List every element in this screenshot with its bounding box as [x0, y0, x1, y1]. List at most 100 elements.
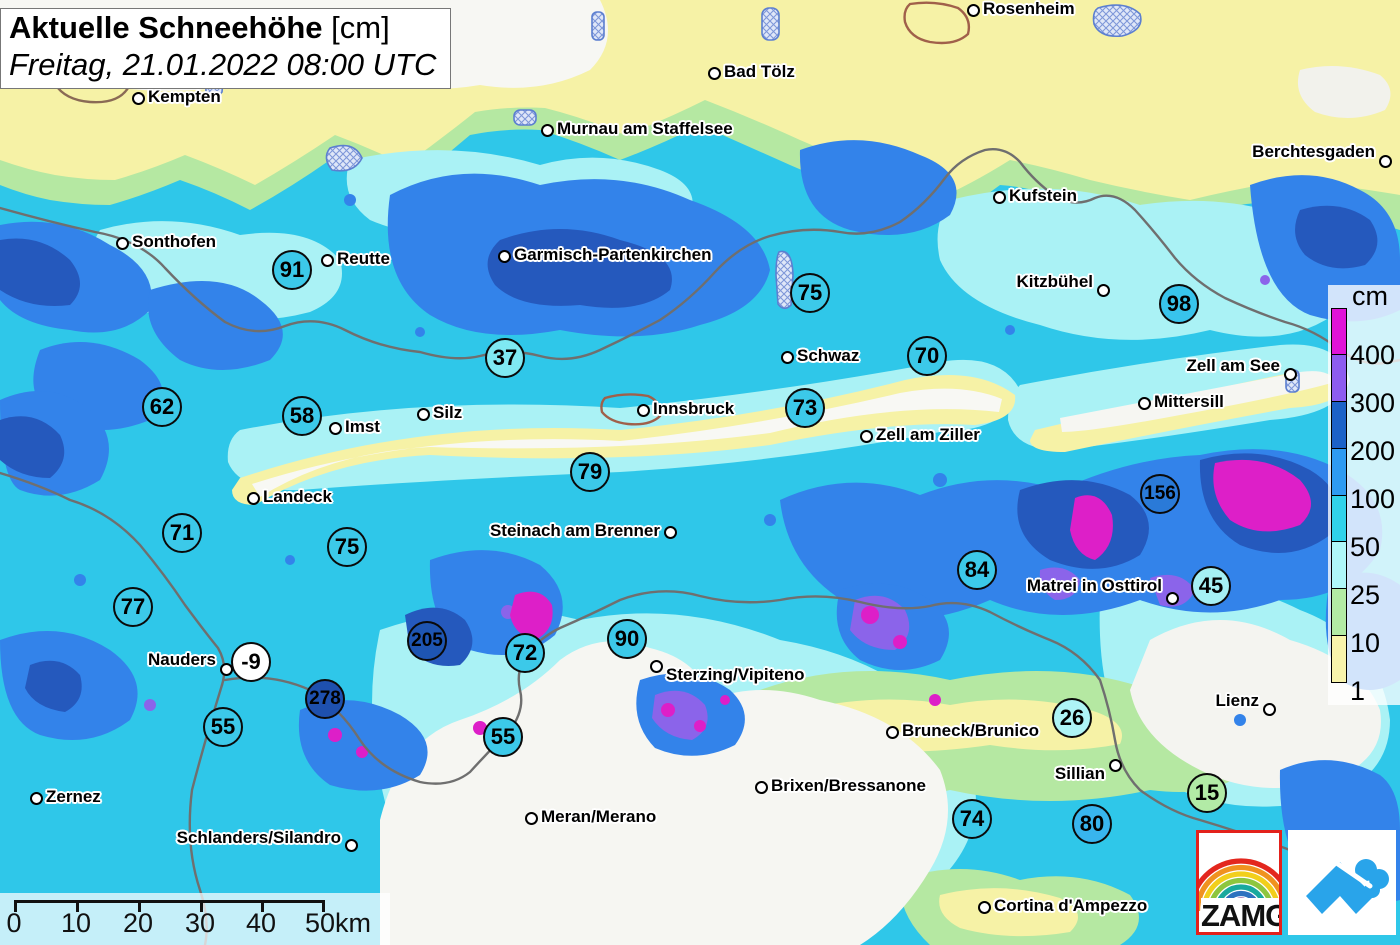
legend-label: 300: [1350, 388, 1396, 418]
city-label: Innsbruck: [653, 399, 735, 418]
legend-label: 10: [1350, 628, 1381, 658]
city-marker: [115, 236, 129, 250]
scale-bar-label: 0: [6, 908, 22, 938]
city-label: Berchtesgaden: [1252, 142, 1375, 161]
station-reading: 91: [272, 250, 312, 290]
legend-swatch: [1331, 634, 1347, 683]
station-reading: 98: [1159, 284, 1199, 324]
scale-bar-label: 20: [122, 908, 154, 938]
city-marker: [416, 407, 430, 421]
city-marker: [131, 91, 145, 105]
map-title-box: Aktuelle Schneehöhe [cm] Freitag, 21.01.…: [0, 8, 452, 90]
map-title: Aktuelle Schneehöhe: [9, 10, 323, 45]
scale-bar-tick: [138, 900, 141, 912]
station-reading: 278: [305, 679, 345, 719]
city-marker: [29, 791, 43, 805]
station-reading: 75: [790, 273, 830, 313]
city-label: Rosenheim: [983, 0, 1075, 18]
city-label: Sonthofen: [132, 232, 217, 251]
map-title-line: Aktuelle Schneehöhe [cm]: [9, 10, 436, 47]
city-marker: [859, 429, 873, 443]
scale-bar-label: 30: [184, 908, 216, 938]
avalanche-warning-logo: [1288, 830, 1396, 935]
station-reading: 62: [142, 387, 182, 427]
city-marker: [636, 403, 650, 417]
city-marker: [1137, 396, 1151, 410]
city-label: Kufstein: [1009, 186, 1077, 205]
legend-swatch: [1331, 307, 1347, 356]
scale-bar: 0 10 20 30 40 50km: [0, 893, 390, 945]
scale-bar-tick: [76, 900, 79, 912]
legend-label: 50: [1350, 532, 1381, 562]
city-label: Zernez: [46, 787, 101, 806]
legend-swatch: [1331, 354, 1347, 403]
city-marker: [320, 253, 334, 267]
station-reading: 72: [505, 633, 545, 673]
city-label: Reutte: [337, 249, 390, 268]
station-reading: 79: [570, 452, 610, 492]
city-label: Schwaz: [797, 346, 860, 365]
station-reading: 156: [1140, 474, 1180, 514]
legend-label: 1: [1350, 676, 1366, 706]
station-reading: 26: [1052, 698, 1092, 738]
scale-bar-tick: [322, 900, 325, 912]
station-reading: 55: [203, 707, 243, 747]
scale-bar-line: [14, 900, 324, 903]
station-reading: 37: [485, 338, 525, 378]
legend-swatch: [1331, 541, 1347, 590]
city-marker: [1165, 591, 1179, 605]
city-label: Sterzing/Vipiteno: [666, 665, 805, 684]
station-reading: 74: [952, 799, 992, 839]
city-marker: [540, 123, 554, 137]
city-label: Steinach am Brenner: [489, 521, 660, 540]
scale-bar-tick: [200, 900, 203, 912]
station-reading: 77: [113, 587, 153, 627]
city-label: Kitzbühel: [1016, 272, 1094, 291]
station-reading: 58: [282, 396, 322, 436]
city-label: Kempten: [148, 87, 221, 106]
mountain-cloud-icon: [1306, 859, 1389, 914]
station-reading: 15: [1187, 773, 1227, 813]
city-marker: [344, 838, 358, 852]
city-label: Sillian: [1054, 764, 1105, 783]
legend-color-bar: [1331, 307, 1347, 683]
city-marker: [977, 900, 991, 914]
station-reading: -9: [231, 642, 271, 682]
city-marker: [1283, 367, 1297, 381]
scale-bar-label: 50km: [304, 908, 372, 938]
city-marker: [754, 780, 768, 794]
station-reading: 55: [483, 717, 523, 757]
city-label: Nauders: [147, 650, 216, 669]
city-label: Brixen/Bressanone: [771, 776, 926, 795]
city-label: Bad Tölz: [724, 62, 795, 81]
snow-depth-legend: cm 400 300 200 100 50 25 10 1: [1328, 281, 1400, 706]
station-reading: 90: [607, 619, 647, 659]
legend-swatch: [1331, 587, 1347, 636]
legend-label: 100: [1350, 484, 1396, 514]
station-reading: 70: [907, 336, 947, 376]
city-marker: [497, 249, 511, 263]
city-label: Mittersill: [1154, 392, 1224, 411]
city-label: Cortina d'Ampezzo: [994, 896, 1148, 915]
station-reading: 80: [1072, 804, 1112, 844]
city-marker: [1096, 283, 1110, 297]
legend-label: 25: [1350, 580, 1381, 610]
city-label: Meran/Merano: [541, 807, 657, 826]
city-marker: [1378, 154, 1392, 168]
city-marker: [1108, 758, 1122, 772]
legend-label: 400: [1350, 340, 1396, 370]
city-marker: [780, 350, 794, 364]
legend-swatch: [1331, 447, 1347, 496]
city-marker: [663, 525, 677, 539]
station-reading: 71: [162, 513, 202, 553]
city-marker: [1262, 702, 1276, 716]
city-label: Schlanders/Silandro: [176, 828, 341, 847]
city-marker: [524, 811, 538, 825]
city-label: Zell am Ziller: [876, 425, 980, 444]
station-reading: 45: [1191, 566, 1231, 606]
map-subtitle: Freitag, 21.01.2022 08:00 UTC: [9, 46, 437, 82]
station-reading: 84: [957, 550, 997, 590]
city-marker: [707, 66, 721, 80]
